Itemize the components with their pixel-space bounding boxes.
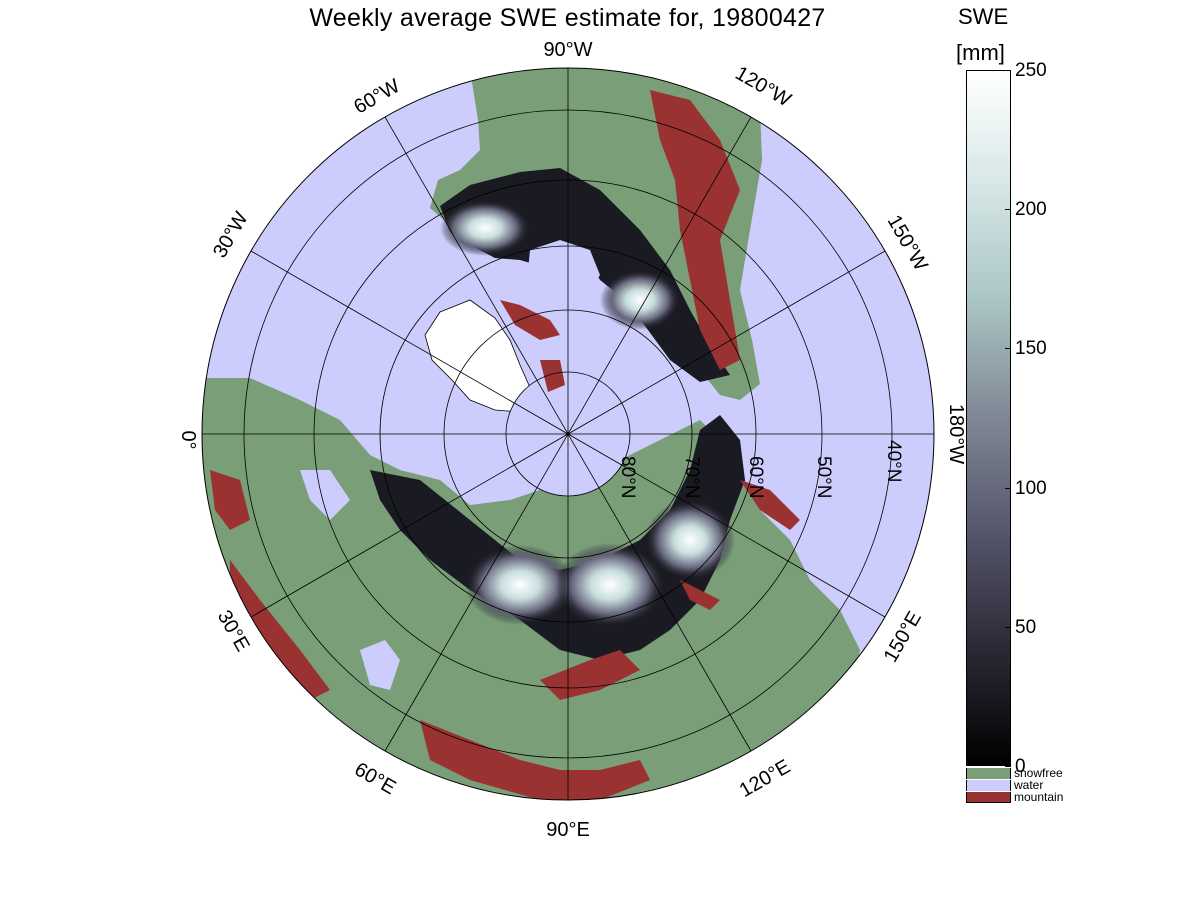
baltic-area xyxy=(300,470,350,520)
lon-label-150e: 150°E xyxy=(880,608,926,666)
lon-label-120w: 120°W xyxy=(731,62,794,111)
lat-label-80: 80°N xyxy=(617,456,638,498)
caspian-area xyxy=(360,640,400,690)
lat-label-60: 60°N xyxy=(745,456,766,498)
lat-label-40: 40°N xyxy=(883,440,904,482)
colorbar-unit: [mm] xyxy=(956,40,1005,65)
colorbar-tick-mark xyxy=(1005,70,1011,71)
colorbar-tick-mark xyxy=(1005,348,1011,350)
legend-label-mountain: mountain xyxy=(1014,790,1064,804)
mountain-areas xyxy=(210,90,800,800)
colorbar-tick-label: 250 xyxy=(1015,60,1047,81)
legend-swatch-water xyxy=(966,780,1011,791)
legend-label-water: water xyxy=(1014,778,1044,792)
colorbar-tick-mark xyxy=(1005,626,1011,628)
colorbar-tick-mark xyxy=(1005,766,1011,767)
colorbar-tick-mark xyxy=(1005,487,1011,489)
map-disk: 80°N 70°N 60°N 50°N 40°N xyxy=(202,68,934,800)
lon-label-90e: 90°E xyxy=(546,819,590,841)
colorbar-gradient xyxy=(966,70,1011,766)
legend-swatch-mountain xyxy=(966,792,1011,803)
colorbar-tick-label: 50 xyxy=(1015,616,1037,638)
colorbar-tick-label: 100 xyxy=(1015,477,1047,499)
map-title: Weekly average SWE estimate for, 1980042… xyxy=(309,4,826,32)
lon-label-120e: 120°E xyxy=(736,756,794,802)
latitude-labels-group: 80°N 70°N 60°N 50°N 40°N xyxy=(617,440,904,498)
colorbar-unit-title: SWE xyxy=(958,4,1009,29)
lon-label-90w: 90°W xyxy=(543,39,592,61)
longitude-grid xyxy=(202,68,934,800)
map-boundary xyxy=(201,67,935,801)
na-swe-peak xyxy=(440,200,530,256)
lon-label-30e: 30°E xyxy=(213,607,254,656)
lat-label-50: 50°N xyxy=(813,456,834,498)
lon-label-180w: 180°W xyxy=(945,404,967,464)
na-swe-peak-east xyxy=(600,270,680,330)
eurasia-swe-peak-center xyxy=(555,543,665,627)
colorbar-tick-label: 0 xyxy=(1015,756,1026,777)
lon-label-30w: 30°W xyxy=(209,208,253,262)
legend-swatch-snowfree xyxy=(966,768,1011,779)
lon-label-60e: 60°E xyxy=(351,758,400,799)
colorbar-tick-label: 200 xyxy=(1015,199,1047,221)
hudson-bay xyxy=(528,240,600,305)
eurasia-swe-peak-east xyxy=(645,500,735,580)
lon-label-0: 0° xyxy=(177,430,199,449)
lat-label-70: 70°N xyxy=(681,456,702,498)
colorbar-tick-label: 150 xyxy=(1015,338,1047,360)
colorbar-tick-mark xyxy=(1005,209,1011,211)
legend-label-snowfree: snowfree xyxy=(1014,766,1063,780)
